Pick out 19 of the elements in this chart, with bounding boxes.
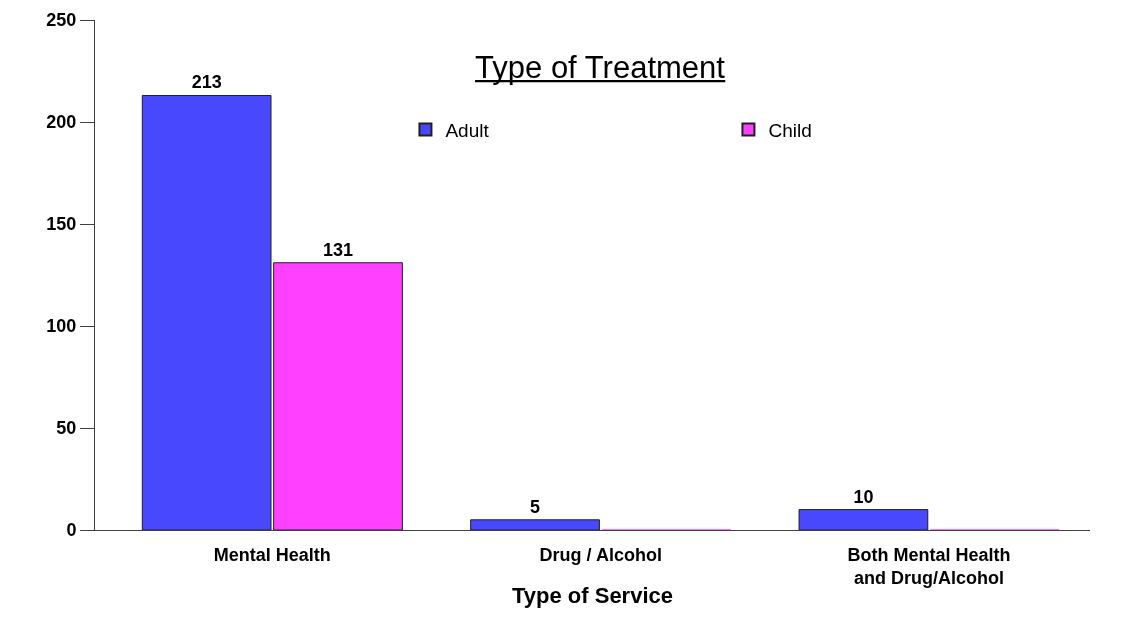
y-tick-label: 50 [56, 418, 77, 439]
legend-label: Adult [445, 119, 490, 141]
legend-label: Child [768, 119, 812, 141]
x-tick-label: Mental Health [213, 544, 331, 565]
y-tick-label: 0 [66, 520, 77, 541]
y-tick-label: 200 [46, 112, 77, 133]
x-axis-title: Type of Service [512, 582, 673, 608]
bar [470, 519, 600, 530]
bar [798, 509, 929, 530]
x-tick-label: Drug / Alcohol [539, 544, 662, 565]
y-tick-label: 250 [46, 10, 77, 31]
data-label: 131 [322, 239, 354, 260]
data-label: 213 [191, 72, 222, 93]
y-tick-label: 150 [46, 214, 77, 235]
text: Type of Treatment [475, 49, 726, 85]
data-label: 10 [853, 486, 874, 507]
y-tick-label: 100 [46, 316, 77, 337]
data-label: 5 [530, 496, 541, 517]
x-tick-label: Both Mental Health and Drug/Alcohol [847, 544, 1011, 588]
